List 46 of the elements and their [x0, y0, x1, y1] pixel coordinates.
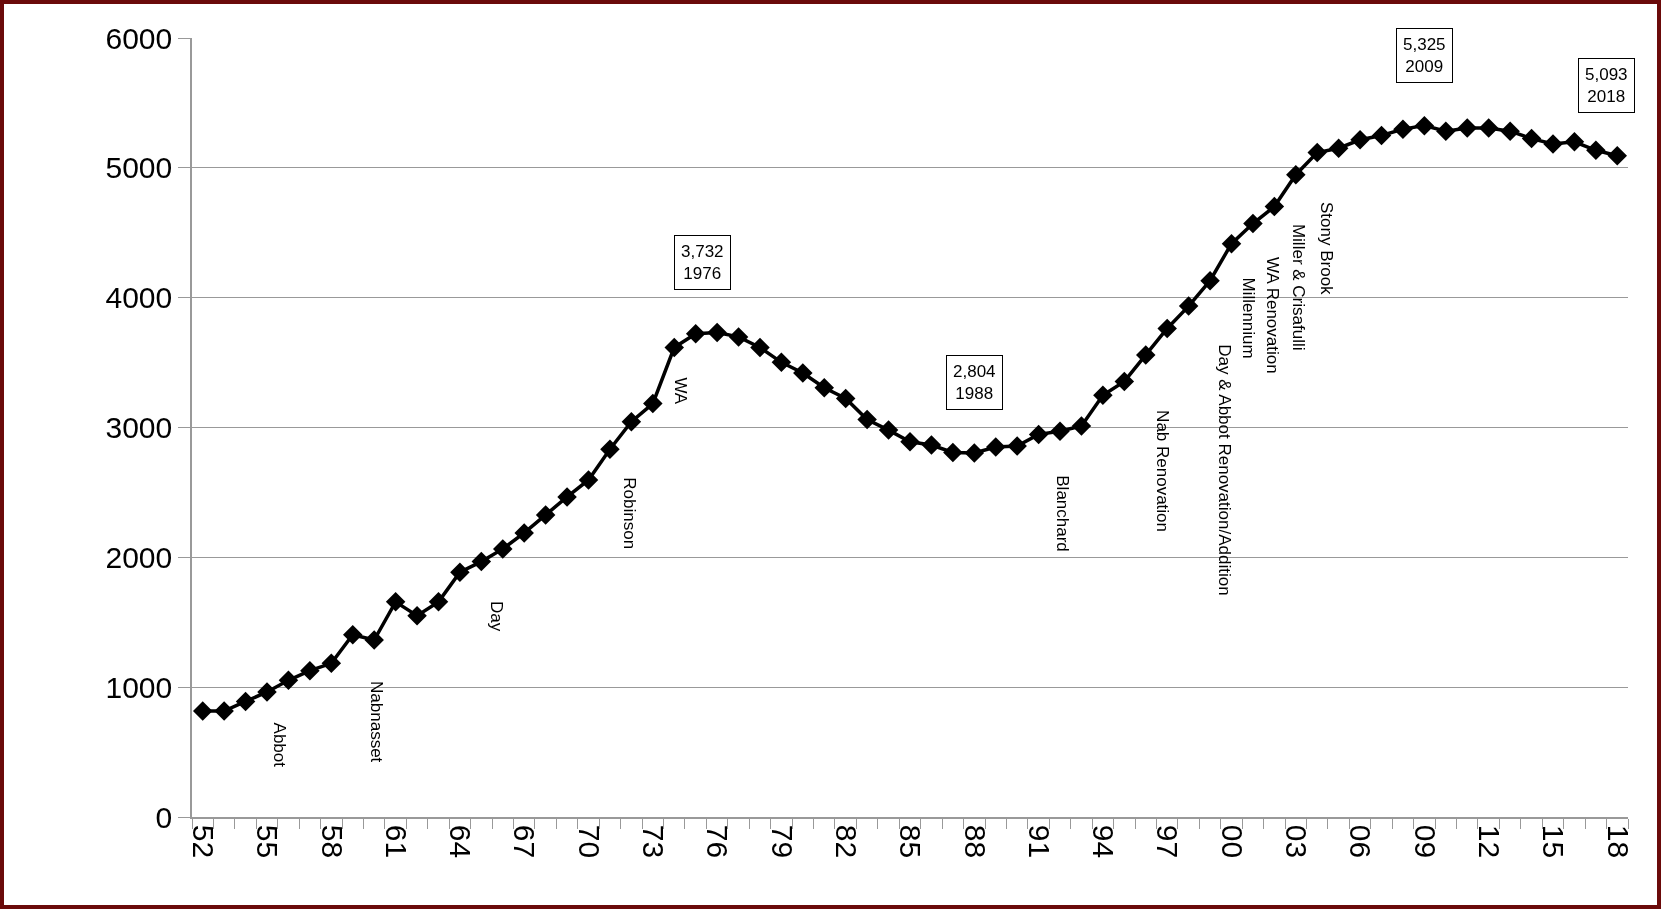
x-tick-label: 12 [1472, 824, 1506, 859]
annotation: 5,093 2018 [1585, 65, 1628, 107]
annotation: Blanchard [1052, 475, 1072, 552]
x-tick-label: 85 [894, 824, 928, 859]
x-tick-label: 73 [637, 824, 671, 859]
annotation: 5,325 2009 [1403, 35, 1446, 77]
x-tick-label: 18 [1601, 824, 1635, 859]
annotation: Stony Brook [1316, 201, 1336, 296]
x-tick-label: 61 [379, 824, 413, 859]
y-tick-label: 0 [155, 800, 173, 834]
annotation: Millennium [1238, 277, 1258, 359]
y-tick-label: 5000 [105, 151, 173, 185]
x-tick-label: 82 [829, 824, 863, 859]
annotation: Abbot [270, 722, 290, 768]
x-tick-label: 06 [1344, 824, 1378, 859]
x-tick-label: 97 [1151, 824, 1185, 859]
annotation: WA [670, 377, 690, 405]
annotation: 3,732 1976 [681, 242, 724, 284]
x-tick-label: 91 [1022, 824, 1056, 859]
annotation: Miller & Crisafulli [1288, 223, 1308, 351]
y-tick-label: 3000 [105, 411, 173, 444]
x-tick-label: 00 [1215, 824, 1249, 859]
x-tick-label: 88 [958, 824, 992, 859]
annotation: WA Renovation [1262, 257, 1282, 374]
x-tick-label: 52 [186, 824, 220, 859]
y-tick-label: 4000 [105, 281, 173, 315]
x-tick-label: 94 [1087, 824, 1121, 859]
annotation: 2,804 1988 [953, 362, 996, 404]
annotation: Robinson [619, 477, 639, 550]
annotation: Nab Renovation [1152, 410, 1172, 533]
y-tick-label: 2000 [105, 540, 173, 574]
y-tick-label: 6000 [105, 21, 173, 55]
x-tick-label: 58 [315, 824, 349, 859]
x-tick-label: 79 [765, 824, 799, 859]
y-tick-label: 1000 [105, 670, 173, 704]
x-tick-label: 67 [508, 824, 542, 859]
x-tick-label: 76 [701, 824, 735, 859]
x-tick-label: 64 [444, 824, 478, 859]
x-tick-label: 70 [572, 824, 606, 859]
x-tick-label: 09 [1408, 824, 1442, 859]
x-tick-label: 15 [1537, 824, 1571, 859]
x-tick-label: 03 [1280, 824, 1314, 859]
annotation: Day & Abbot Renovation/Addition [1215, 344, 1235, 596]
x-tick-label: 55 [251, 824, 285, 859]
annotation: Day [486, 601, 506, 632]
annotation: Nabnasset [366, 681, 386, 763]
